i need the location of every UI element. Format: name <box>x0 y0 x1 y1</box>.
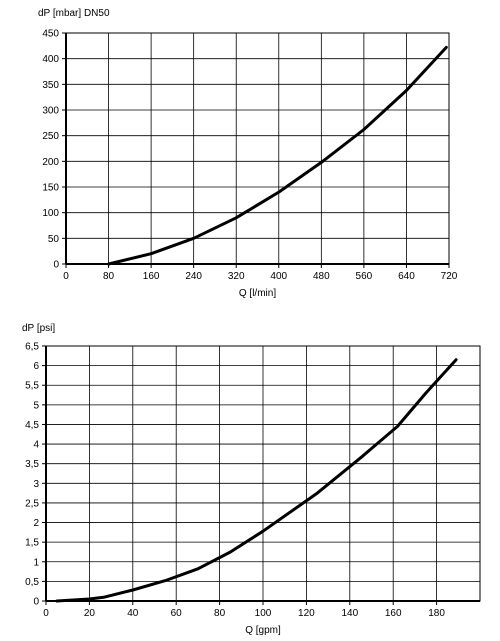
y-tick-label: 0 <box>33 597 39 608</box>
y-tick-label: 4,5 <box>25 420 39 431</box>
y-tick-label: 1 <box>33 557 39 568</box>
y-tick-label: 250 <box>42 131 59 142</box>
x-tick-label: 40 <box>127 608 139 619</box>
y-tick-label: 3,5 <box>25 459 39 470</box>
x-tick-label: 60 <box>171 608 183 619</box>
y-tick-label: 0 <box>53 260 59 271</box>
x-tick-label: 320 <box>228 271 245 282</box>
series-line <box>107 45 448 266</box>
chart-title: dP [mbar] DN50 <box>38 8 110 19</box>
x-tick-label: 0 <box>43 608 49 619</box>
x-axis-label: Q [l/min] <box>239 288 276 299</box>
x-tick-label: 80 <box>103 271 115 282</box>
x-axis-label: Q [gpm] <box>245 625 281 636</box>
x-tick-label: 160 <box>143 271 160 282</box>
y-tick-label: 5,5 <box>25 381 39 392</box>
x-tick-label: 640 <box>398 271 415 282</box>
x-tick-label: 80 <box>214 608 226 619</box>
y-tick-label: 100 <box>42 208 59 219</box>
chart-title: dP [psi] <box>22 323 55 334</box>
x-tick-label: 20 <box>84 608 96 619</box>
y-tick-label: 450 <box>42 29 59 40</box>
y-tick-label: 1,5 <box>25 538 39 549</box>
x-tick-label: 180 <box>428 608 445 619</box>
x-tick-label: 560 <box>356 271 373 282</box>
y-tick-label: 6 <box>33 361 39 372</box>
y-tick-label: 0,5 <box>25 577 39 588</box>
x-tick-label: 120 <box>298 608 315 619</box>
chart-2: 0 20 40 60 80 100 120 140 160 180 0 0,5 1 1,5 2 2,5 3 3,5… <box>22 323 481 636</box>
x-tick-label: 400 <box>270 271 287 282</box>
x-tick-label: 480 <box>313 271 330 282</box>
chart-1: 0 80 160 240 320 400 480 560 640 720 0 50 100 150 200 2… <box>38 8 458 299</box>
y-tick-label: 4 <box>33 440 39 451</box>
x-tick-label: 140 <box>341 608 358 619</box>
y-tick-label: 2,5 <box>25 498 39 509</box>
y-tick-label: 300 <box>42 106 59 117</box>
x-tick-label: 720 <box>441 271 458 282</box>
y-tick-label: 150 <box>42 183 59 194</box>
y-tick-label: 50 <box>48 234 60 245</box>
series-line <box>55 358 458 603</box>
y-tick-label: 350 <box>42 80 59 91</box>
plot-frame <box>65 32 450 265</box>
y-tick-label: 5 <box>33 400 39 411</box>
y-tick-label: 200 <box>42 157 59 168</box>
y-tick-label: 400 <box>42 54 59 65</box>
x-tick-label: 100 <box>255 608 272 619</box>
y-tick-label: 3 <box>33 479 39 490</box>
x-tick-label: 160 <box>385 608 402 619</box>
x-tick-label: 0 <box>63 271 69 282</box>
x-tick-label: 240 <box>185 271 202 282</box>
y-tick-label: 2 <box>33 518 39 529</box>
y-tick-label: 6,5 <box>25 342 39 353</box>
